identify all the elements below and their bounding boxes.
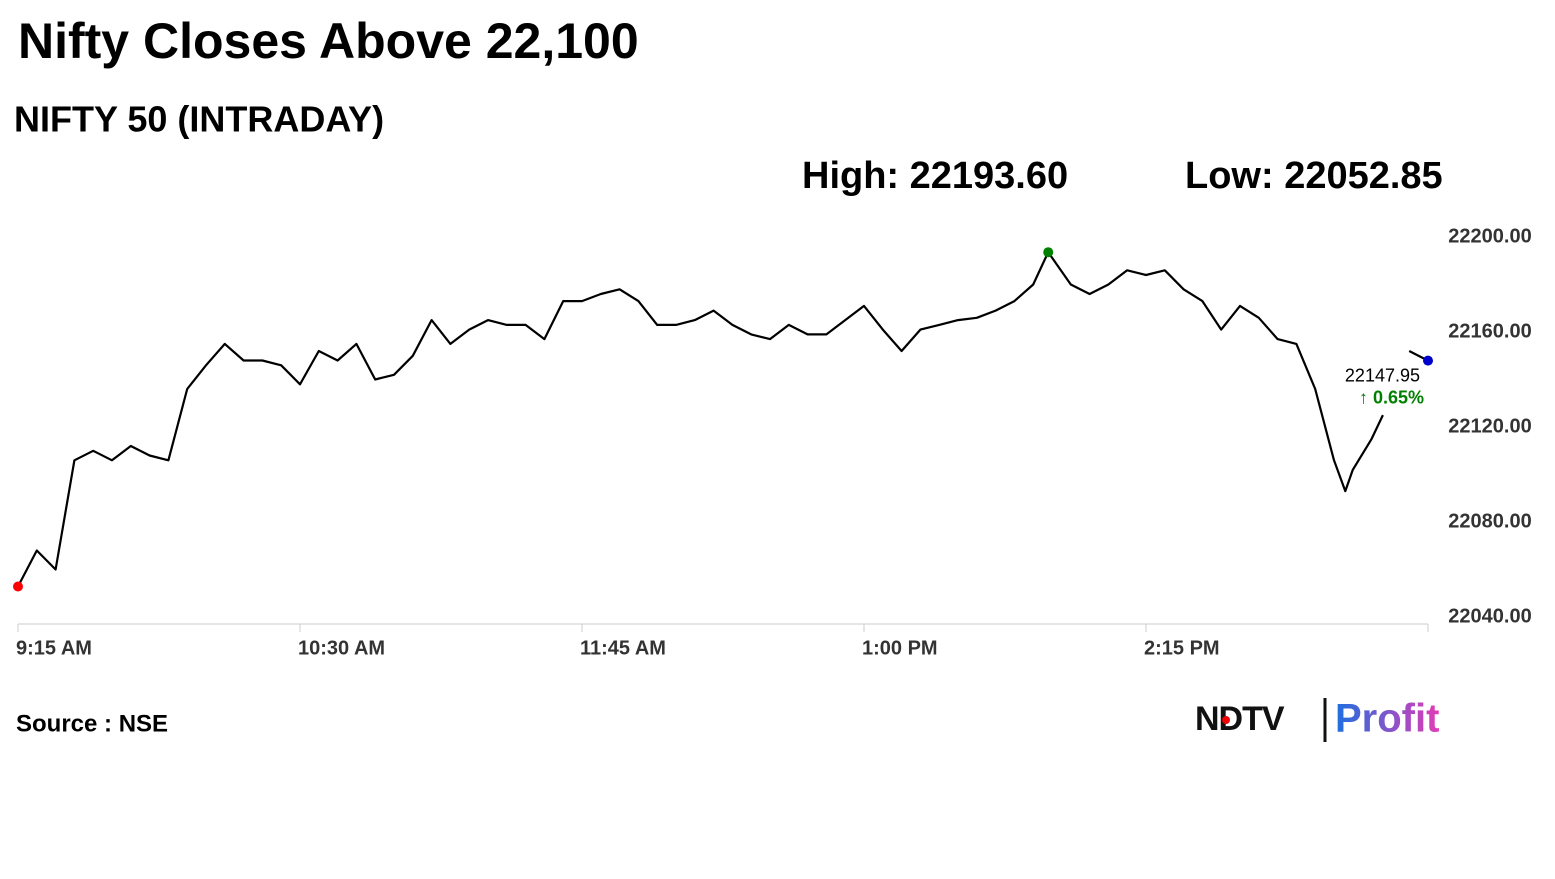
x-tick-label: 2:15 PM bbox=[1144, 637, 1220, 659]
high-marker bbox=[1043, 247, 1054, 258]
y-tick-label: 22080.00 bbox=[1448, 510, 1531, 532]
y-tick-label: 22160.00 bbox=[1448, 320, 1531, 342]
chart-subtitle: NIFTY 50 (INTRADAY) bbox=[14, 99, 384, 140]
low-marker bbox=[13, 581, 23, 592]
source: Source : NSE bbox=[16, 710, 168, 737]
x-tick-label: 11:45 AM bbox=[580, 637, 666, 659]
high-label: High: 22193.60 bbox=[802, 155, 1068, 197]
price-line bbox=[17, 251, 1429, 588]
y-tick-label: 22200.00 bbox=[1448, 225, 1531, 247]
close-marker bbox=[1423, 355, 1433, 366]
y-tick-label: 22040.00 bbox=[1448, 605, 1531, 627]
x-tick-label: 1:00 PM bbox=[862, 637, 938, 659]
x-tick-label: 10:30 AM bbox=[298, 637, 385, 659]
chart-title: Nifty Closes Above 22,100 bbox=[18, 13, 639, 69]
y-tick-label: 22120.00 bbox=[1448, 415, 1531, 437]
close-change-label: ↑ 0.65% bbox=[1359, 387, 1424, 407]
logo-dot bbox=[1222, 716, 1230, 724]
logo-ndtv: NDTV bbox=[1195, 700, 1285, 738]
close-value-label: 22147.95 bbox=[1345, 365, 1420, 385]
x-tick-label: 9:15 AM bbox=[16, 637, 92, 659]
logo-profit: Profit bbox=[1335, 697, 1439, 741]
low-label: Low: 22052.85 bbox=[1185, 155, 1443, 197]
